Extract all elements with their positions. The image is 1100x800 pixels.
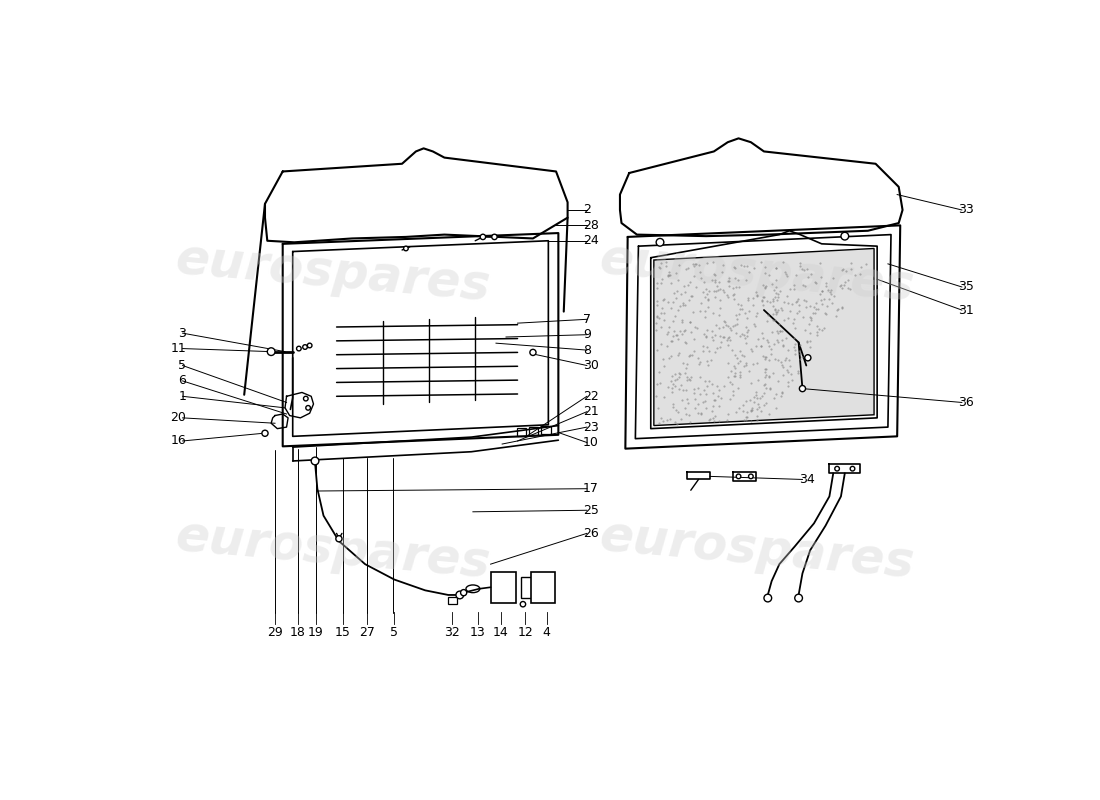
Text: 20: 20 <box>170 411 186 424</box>
Text: 9: 9 <box>583 328 591 341</box>
Text: eurospares: eurospares <box>597 513 915 588</box>
Circle shape <box>794 594 803 602</box>
Text: 16: 16 <box>170 434 186 447</box>
Text: 36: 36 <box>958 396 974 409</box>
Polygon shape <box>517 428 526 435</box>
Polygon shape <box>541 426 551 434</box>
Circle shape <box>311 457 319 465</box>
Text: 15: 15 <box>334 626 351 638</box>
Text: 31: 31 <box>958 303 974 317</box>
Text: 12: 12 <box>517 626 534 638</box>
Circle shape <box>763 594 772 602</box>
Text: 24: 24 <box>583 234 598 247</box>
Text: 35: 35 <box>958 281 974 294</box>
Text: 8: 8 <box>583 344 591 357</box>
Circle shape <box>805 354 811 361</box>
Circle shape <box>492 234 497 240</box>
Circle shape <box>850 466 855 471</box>
Text: 5: 5 <box>178 359 186 372</box>
Text: 1: 1 <box>178 390 186 403</box>
Text: eurospares: eurospares <box>174 235 492 310</box>
Text: eurospares: eurospares <box>174 513 492 588</box>
Polygon shape <box>531 572 554 602</box>
Text: 22: 22 <box>583 390 598 403</box>
Circle shape <box>530 350 536 355</box>
Polygon shape <box>521 578 535 598</box>
Text: 5: 5 <box>390 626 398 638</box>
Text: 34: 34 <box>799 473 814 486</box>
Text: 21: 21 <box>583 405 598 418</box>
Polygon shape <box>653 249 874 426</box>
Text: 7: 7 <box>583 313 591 326</box>
Circle shape <box>800 386 805 392</box>
Circle shape <box>302 345 307 350</box>
Text: 6: 6 <box>178 374 186 387</box>
Circle shape <box>481 234 485 240</box>
Text: 13: 13 <box>470 626 485 638</box>
Text: 3: 3 <box>178 326 186 340</box>
Text: 2: 2 <box>583 203 591 217</box>
Circle shape <box>306 406 310 410</box>
Text: 30: 30 <box>583 359 598 372</box>
Text: 10: 10 <box>583 436 598 449</box>
Circle shape <box>656 238 664 246</box>
Text: 23: 23 <box>583 421 598 434</box>
Circle shape <box>336 536 342 542</box>
Text: 32: 32 <box>444 626 460 638</box>
Circle shape <box>267 348 275 355</box>
Text: 11: 11 <box>170 342 186 355</box>
Circle shape <box>835 466 839 471</box>
Circle shape <box>297 346 301 351</box>
Circle shape <box>404 246 408 250</box>
Circle shape <box>307 343 312 348</box>
Text: 33: 33 <box>958 203 974 217</box>
Circle shape <box>749 474 754 478</box>
Text: 14: 14 <box>493 626 508 638</box>
Text: 28: 28 <box>583 219 598 232</box>
Circle shape <box>461 590 466 596</box>
Text: 29: 29 <box>267 626 283 638</box>
Polygon shape <box>529 427 538 435</box>
Circle shape <box>842 232 849 240</box>
Text: 19: 19 <box>308 626 323 638</box>
Text: 4: 4 <box>543 626 551 638</box>
Polygon shape <box>449 597 458 604</box>
Text: 17: 17 <box>583 482 598 495</box>
Ellipse shape <box>466 585 480 593</box>
Circle shape <box>520 602 526 607</box>
Circle shape <box>304 396 308 401</box>
Text: 26: 26 <box>583 527 598 540</box>
Text: 27: 27 <box>360 626 375 638</box>
Polygon shape <box>491 572 516 602</box>
Text: 18: 18 <box>290 626 306 638</box>
Circle shape <box>736 474 740 478</box>
Text: 25: 25 <box>583 504 598 517</box>
Circle shape <box>262 430 268 436</box>
Circle shape <box>455 591 464 599</box>
Text: eurospares: eurospares <box>597 235 915 310</box>
